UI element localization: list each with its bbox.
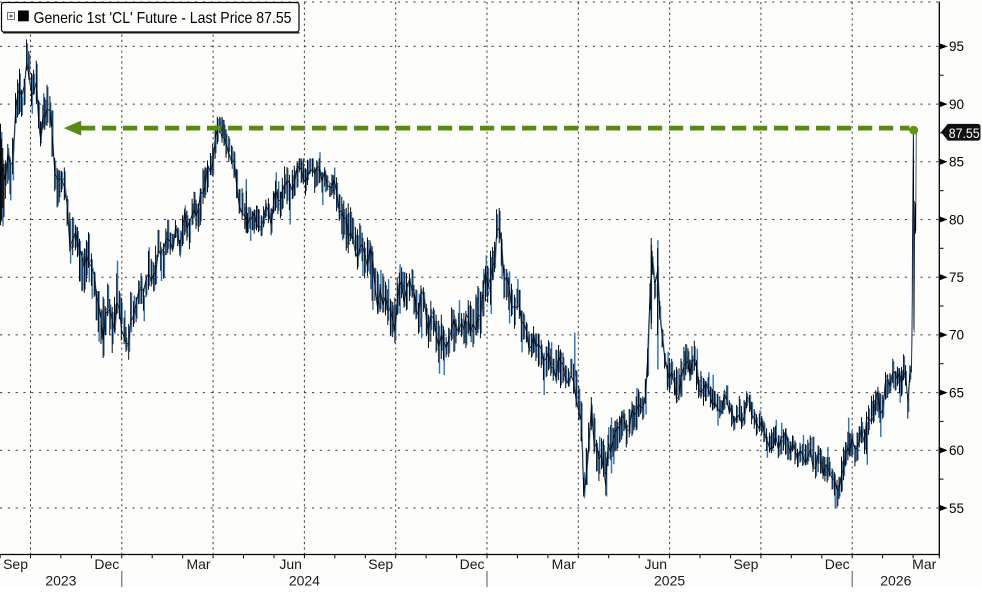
svg-text:60: 60: [949, 443, 964, 458]
svg-text:70: 70: [949, 328, 964, 343]
svg-text:95: 95: [949, 39, 964, 54]
svg-text:85: 85: [949, 155, 964, 170]
svg-text:Sep: Sep: [368, 556, 393, 572]
svg-text:75: 75: [949, 270, 964, 285]
svg-text:55: 55: [949, 501, 964, 516]
svg-text:Jun: Jun: [279, 556, 302, 572]
svg-text:Mar: Mar: [186, 556, 210, 572]
svg-text:Jun: Jun: [645, 556, 668, 572]
svg-text:Dec: Dec: [94, 556, 119, 572]
svg-text:2025: 2025: [654, 573, 685, 588]
svg-text:Sep: Sep: [733, 556, 758, 572]
svg-text:Dec: Dec: [460, 556, 485, 572]
svg-text:2023: 2023: [45, 573, 76, 588]
svg-text:65: 65: [949, 385, 964, 400]
svg-text:Sep: Sep: [3, 556, 28, 572]
svg-text:Generic 1st 'CL' Future - Last: Generic 1st 'CL' Future - Last Price 87.…: [34, 10, 292, 27]
svg-text:80: 80: [949, 212, 964, 227]
svg-text:Dec: Dec: [825, 556, 850, 572]
svg-text:87.55: 87.55: [949, 125, 980, 141]
svg-text:90: 90: [949, 97, 964, 112]
svg-text:2024: 2024: [289, 573, 320, 588]
svg-text:2026: 2026: [880, 573, 911, 588]
svg-text:Mar: Mar: [552, 556, 576, 572]
svg-text:Mar: Mar: [912, 556, 936, 572]
